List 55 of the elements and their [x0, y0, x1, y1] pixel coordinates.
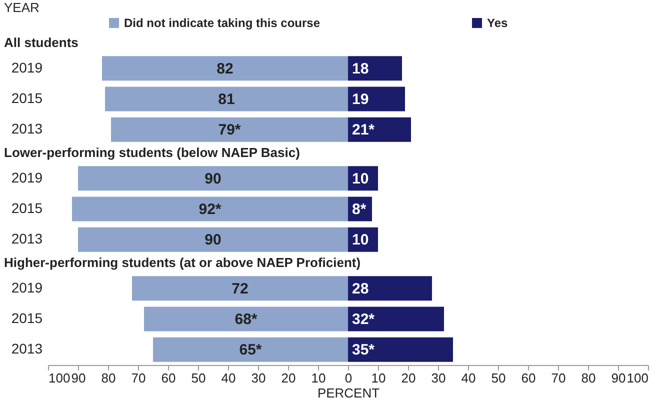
x-tick-label: 70: [131, 370, 146, 386]
y-tick-label: 2015: [11, 200, 43, 216]
y-tick-label: 2013: [11, 340, 43, 357]
data-label: 90: [204, 232, 222, 249]
x-tick-label: 80: [581, 370, 596, 386]
x-tick-label: 30: [431, 370, 446, 386]
x-tick-label: 30: [251, 370, 266, 386]
data-label: 72: [232, 280, 248, 298]
data-label: 19: [352, 91, 369, 108]
x-tick-label: 40: [221, 370, 236, 386]
x-tick-label: 0: [344, 370, 352, 386]
x-tick-label: 10: [311, 370, 326, 386]
y-tick-label: 2013: [11, 120, 43, 137]
data-label: 10: [352, 232, 369, 249]
y-tick-label: 2015: [11, 310, 43, 326]
y-tick-label: 2015: [11, 90, 43, 106]
x-tick-label: 60: [521, 370, 536, 386]
x-tick-label: 40: [461, 370, 476, 386]
data-label: 21*: [352, 122, 375, 139]
x-tick-label: 100: [48, 370, 70, 386]
x-tick-label: 60: [161, 370, 176, 386]
y-axis-title: YEAR: [4, 0, 40, 15]
x-tick-label: 20: [281, 370, 296, 386]
legend-label: Yes: [487, 16, 508, 30]
data-label: 32*: [352, 311, 375, 328]
chart-title: Higher-performing students (at or above NAEP Proficient): [4, 255, 361, 270]
data-label: 8*: [352, 201, 366, 218]
data-label: 10: [352, 170, 369, 188]
y-tick-label: 2019: [11, 59, 43, 76]
data-label: 28: [352, 280, 369, 298]
data-label: 79*: [218, 122, 241, 139]
x-tick-label: 50: [191, 370, 206, 386]
y-tick-label: 2013: [11, 230, 43, 247]
x-axis-title: PERCENT: [317, 386, 380, 400]
data-label: 90: [204, 170, 222, 188]
data-label: 18: [352, 60, 369, 78]
x-tick-label: 100: [626, 370, 648, 386]
x-tick-label: 50: [491, 370, 506, 386]
x-tick-label: 90: [611, 370, 626, 386]
data-label: 35*: [352, 342, 375, 359]
data-label: 65*: [239, 342, 262, 359]
data-label: 68*: [234, 311, 258, 328]
chart-title: All students: [4, 35, 78, 50]
x-tick-label: 10: [371, 370, 386, 386]
data-label: 81: [218, 91, 235, 108]
data-label: 92*: [198, 201, 222, 218]
data-label: 82: [216, 60, 234, 78]
x-tick-label: 90: [71, 370, 86, 386]
legend-label: Did not indicate taking this course: [124, 16, 320, 30]
x-tick-label: 70: [551, 370, 566, 386]
y-tick-label: 2019: [11, 169, 43, 186]
x-tick-label: 20: [401, 370, 416, 386]
y-tick-label: 2019: [11, 279, 43, 296]
x-tick-label: 80: [101, 370, 116, 386]
chart-title: Lower-performing students (below NAEP Basic): [4, 145, 300, 160]
